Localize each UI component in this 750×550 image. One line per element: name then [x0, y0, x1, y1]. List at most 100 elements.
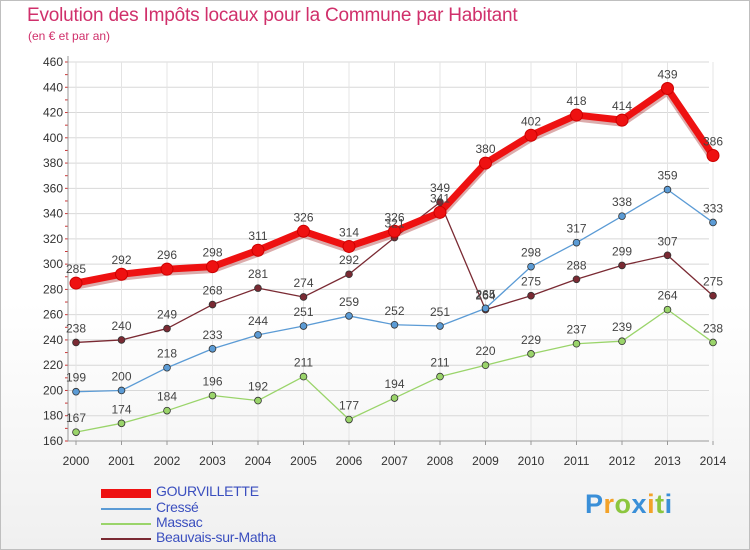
legend-label-beauvais-sur-matha: Beauvais-sur-Matha [156, 529, 276, 545]
data-label-massac-2011: 237 [566, 323, 586, 337]
data-label-cress--2009: 265 [475, 287, 495, 301]
chart-title: Evolution des Impôts locaux pour la Comm… [27, 5, 518, 26]
point-cress--2014 [709, 218, 717, 227]
y-tick-label-280: 280 [43, 282, 63, 296]
point-massac-2008 [436, 372, 444, 381]
x-tick-label-2007: 2007 [381, 454, 408, 468]
data-label-gourvillette-2012: 414 [612, 99, 632, 113]
y-tick-label-240: 240 [43, 333, 63, 347]
y-tick-label-380: 380 [43, 156, 63, 170]
data-label-gourvillette-2011: 418 [566, 94, 586, 108]
point-gourvillette-2013 [661, 82, 674, 96]
point-massac-2010 [527, 350, 535, 358]
point-gourvillette-2011 [570, 108, 583, 122]
y-tick-label-420: 420 [43, 106, 63, 120]
y-tick-label-360: 360 [43, 181, 63, 195]
data-label-gourvillette-2003: 298 [202, 246, 222, 260]
point-cress--2000 [72, 387, 80, 396]
data-label-massac-2014: 238 [703, 321, 723, 335]
data-label-gourvillette-2007: 326 [384, 210, 404, 224]
point-beauvais-sur-matha-2014 [709, 291, 717, 300]
point-massac-2007 [390, 394, 399, 402]
point-cress--2013 [663, 185, 672, 194]
y-tick-label-300: 300 [43, 257, 63, 271]
data-label-massac-2003: 196 [202, 375, 222, 389]
data-labels: 238 240 249 268 281 274 292 321 349 264 275 288 299 3… [66, 68, 723, 426]
data-label-beauvais-sur-matha-2001: 240 [111, 319, 131, 333]
x-tick-label-2000: 2000 [63, 454, 90, 468]
point-massac-2005 [299, 372, 308, 381]
point-cress--2005 [299, 322, 308, 330]
data-label-gourvillette-2002: 296 [157, 248, 177, 262]
data-label-massac-2008: 211 [430, 356, 449, 370]
point-gourvillette-2014 [706, 148, 720, 162]
point-beauvais-sur-matha-2006 [345, 270, 353, 279]
legend-swatch-massac [101, 523, 151, 525]
x-tick-label-2004: 2004 [245, 454, 272, 468]
data-label-cress--2000: 199 [66, 371, 86, 385]
logo-letter: t [655, 489, 665, 519]
data-label-cress--2004: 244 [248, 314, 268, 328]
x-tick-label-2005: 2005 [290, 454, 317, 468]
proxiti-logo: Proxiti [585, 489, 673, 520]
point-beauvais-sur-matha-2010 [527, 291, 535, 300]
point-beauvais-sur-matha-2003 [208, 300, 217, 309]
legend-swatch-beauvais-sur-matha [101, 538, 151, 540]
data-label-beauvais-sur-matha-2007: 321 [384, 217, 404, 231]
legend-swatch-gourvillette [101, 488, 151, 498]
data-label-beauvais-sur-matha-2002: 249 [157, 308, 177, 322]
data-label-beauvais-sur-matha-2013: 307 [657, 234, 677, 248]
data-label-massac-2005: 211 [294, 356, 313, 370]
point-cress--2004 [254, 331, 262, 339]
data-label-cress--2001: 200 [111, 369, 131, 383]
data-label-gourvillette-2006: 314 [339, 225, 359, 239]
point-beauvais-sur-matha-2005 [299, 293, 308, 301]
data-label-gourvillette-2009: 380 [475, 142, 495, 156]
y-tick-label-340: 340 [43, 207, 63, 221]
data-label-beauvais-sur-matha-2003: 268 [202, 284, 222, 298]
data-label-beauvais-sur-matha-2011: 288 [566, 258, 586, 272]
data-label-beauvais-sur-matha-2006: 292 [339, 253, 359, 267]
y-tick-label-440: 440 [43, 80, 63, 94]
data-label-cress--2010: 298 [521, 246, 541, 260]
point-massac-2000 [72, 428, 80, 436]
point-gourvillette-2009 [479, 156, 492, 170]
y-tick-label-400: 400 [43, 131, 63, 145]
point-massac-2014 [709, 338, 717, 347]
y-tick-label-160: 160 [43, 434, 63, 448]
point-massac-2003 [208, 391, 217, 400]
data-label-massac-2012: 239 [612, 320, 632, 334]
x-tick-label-2001: 2001 [108, 454, 135, 468]
x-tick-label-2002: 2002 [154, 454, 181, 468]
data-label-cress--2012: 338 [612, 195, 632, 209]
point-cress--2011 [572, 238, 581, 247]
point-massac-2004 [254, 396, 262, 405]
x-tick-label-2011: 2011 [564, 454, 590, 468]
point-beauvais-sur-matha-2000 [72, 338, 80, 347]
data-label-beauvais-sur-matha-2010: 275 [521, 275, 541, 289]
y-tick-label-220: 220 [43, 358, 63, 372]
data-label-gourvillette-2013: 439 [657, 68, 677, 82]
data-label-gourvillette-2008: 341 [430, 191, 450, 205]
data-label-cress--2013: 359 [657, 169, 677, 183]
x-tick-label-2006: 2006 [336, 454, 363, 468]
point-gourvillette-2012 [615, 113, 629, 127]
point-gourvillette-2005 [297, 224, 310, 238]
data-label-cress--2006: 259 [339, 295, 359, 309]
data-label-massac-2007: 194 [384, 377, 404, 391]
data-label-gourvillette-2014: 386 [703, 134, 723, 148]
legend-label-gourvillette: GOURVILLETTE [156, 483, 259, 499]
logo-letter: i [664, 489, 673, 519]
point-cress--2009 [481, 304, 490, 313]
point-beauvais-sur-matha-2008 [436, 198, 444, 207]
data-label-beauvais-sur-matha-2009: 264 [475, 289, 495, 303]
data-label-massac-2013: 264 [657, 289, 677, 303]
point-cress--2012 [618, 212, 626, 220]
data-label-gourvillette-2004: 311 [248, 229, 267, 243]
data-label-cress--2005: 251 [293, 305, 313, 319]
point-beauvais-sur-matha-2012 [618, 261, 626, 270]
x-tick-label-2013: 2013 [654, 454, 681, 468]
series [69, 82, 720, 436]
